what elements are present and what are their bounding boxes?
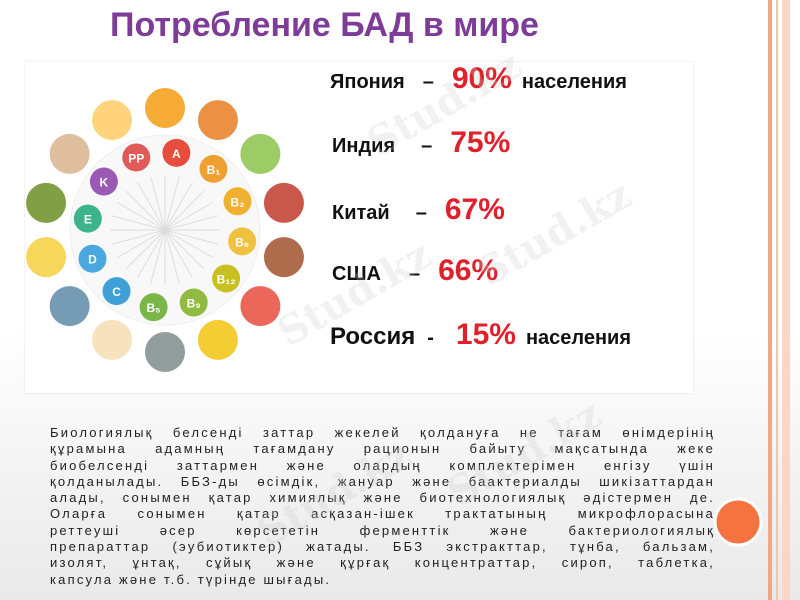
- paragraph: Биологиялық белсенді заттар жекелей қолд…: [50, 425, 715, 588]
- vitamin-label: E: [84, 213, 92, 227]
- paragraph-line: алады, сонымен қатар химиялық және биоте…: [50, 490, 715, 506]
- dash: –: [422, 71, 434, 93]
- percent: 15%: [455, 318, 516, 351]
- country-name: Китай: [332, 202, 390, 224]
- country-name: США: [332, 263, 381, 285]
- country-name: Индия: [332, 135, 396, 157]
- food-icon: [263, 237, 304, 278]
- food-icon: [197, 100, 238, 141]
- country-row: Китай –67%: [332, 193, 505, 227]
- vitamin-badge: [162, 138, 191, 167]
- percent: 67%: [444, 193, 505, 226]
- food-icon: [145, 88, 185, 128]
- country-name: Япония: [330, 71, 405, 93]
- vitamin-badge: [199, 154, 228, 183]
- percent: 66%: [438, 254, 499, 287]
- ray: [137, 182, 166, 231]
- ray: [164, 229, 213, 258]
- country-row: США –66%: [332, 254, 498, 288]
- country-row: Россия -15% населения: [330, 318, 631, 352]
- ray: [164, 176, 180, 231]
- vitamin-label: B₁: [207, 163, 221, 177]
- vitamin-label: B₉: [187, 297, 201, 311]
- paragraph-line: қолданылады. ББЗ-ды өсімдік, жануар және…: [50, 473, 715, 489]
- vitamin-badge: [122, 143, 151, 172]
- vitamin-badge: [78, 244, 107, 273]
- stripe: [782, 0, 790, 600]
- vitamin-label: B₂: [231, 195, 245, 209]
- vitamin-badge: [89, 167, 118, 196]
- stripe: [776, 0, 778, 600]
- ray: [150, 229, 166, 284]
- ray: [125, 229, 166, 270]
- food-icon: [92, 100, 133, 141]
- vitamin-label: K: [100, 176, 109, 190]
- country-row: Япония –90% населения: [330, 62, 627, 96]
- food-icon: [92, 319, 133, 360]
- suffix: населения: [521, 71, 627, 93]
- vitamin-badge: [223, 187, 252, 216]
- ray: [150, 176, 166, 231]
- ray: [164, 202, 213, 231]
- ray: [164, 229, 219, 245]
- vitamin-badge: [228, 227, 257, 256]
- food-icon: [197, 319, 238, 360]
- food-icon: [240, 286, 281, 327]
- dash: -: [427, 327, 434, 349]
- ray: [164, 229, 193, 278]
- paragraph-line: изолят, ұнтақ, сұйық және құрғақ концент…: [50, 555, 715, 571]
- ray: [111, 215, 166, 231]
- ray: [117, 202, 166, 231]
- vitamin-label: B₅: [147, 301, 161, 315]
- food-icon: [26, 182, 67, 223]
- ray: [111, 229, 166, 245]
- food-icon: [145, 332, 185, 372]
- slide-title: Потребление БАД в мире: [110, 6, 539, 44]
- vitamin-label: C: [112, 285, 121, 299]
- image-panel: PP A B₁ B₂ B₆ B₁₂ B₉ B₅ C D E K: [25, 62, 693, 393]
- paragraph-line: реттеуші әсер көрсететін ферменттік және…: [50, 522, 715, 538]
- paragraph-line: Оларға сонымен қатар асқазан-ішек тракта…: [50, 506, 715, 522]
- ray: [125, 190, 166, 231]
- ray: [164, 229, 180, 284]
- vitamin-badge: [73, 204, 102, 233]
- dash: –: [408, 263, 421, 285]
- food-icon: [240, 133, 281, 174]
- paragraph-line: құрамына адамның тағамдану рационын байы…: [50, 441, 715, 457]
- food-icon: [26, 237, 67, 278]
- vitamin-label: B₆: [235, 235, 249, 249]
- vitamin-wheel: PP A B₁ B₂ B₆ B₁₂ B₉ B₅ C D E K: [26, 88, 304, 372]
- stripe: [768, 0, 772, 600]
- ray: [117, 229, 166, 258]
- food-icon: [49, 286, 90, 327]
- paragraph-line: биобелсенді заттармен және олардың компл…: [50, 457, 715, 473]
- vitamin-badge: [102, 277, 131, 306]
- paragraph-line: препараттар (эубиотиктер) жатады. ББЗ эк…: [50, 539, 715, 555]
- country-name: Россия: [330, 323, 416, 350]
- paragraph-line: Биологиялық белсенді заттар жекелей қолд…: [50, 425, 715, 440]
- ray: [164, 190, 205, 231]
- dash: –: [421, 135, 433, 157]
- accent-circle: [713, 497, 763, 547]
- ray: [164, 182, 193, 231]
- suffix: населения: [525, 327, 631, 349]
- country-row: Индия –75%: [332, 126, 510, 160]
- vitamin-label: PP: [128, 151, 144, 165]
- vitamin-label: D: [88, 253, 97, 267]
- vitamin-badge: [139, 293, 168, 322]
- dash: –: [415, 202, 427, 224]
- paragraph-line: капсула және т.б. түрінде шығады.: [50, 571, 332, 587]
- percent: 90%: [451, 62, 512, 95]
- vitamin-label: B₁₂: [217, 272, 236, 286]
- ray: [164, 215, 219, 231]
- vitamin-label: A: [172, 147, 181, 161]
- ray: [164, 229, 205, 270]
- vitamin-badge: [212, 264, 241, 293]
- food-icon: [49, 133, 90, 174]
- percent: 75%: [450, 126, 511, 159]
- ray: [137, 229, 166, 278]
- food-icon: [263, 182, 304, 223]
- vitamin-badge: [179, 288, 208, 317]
